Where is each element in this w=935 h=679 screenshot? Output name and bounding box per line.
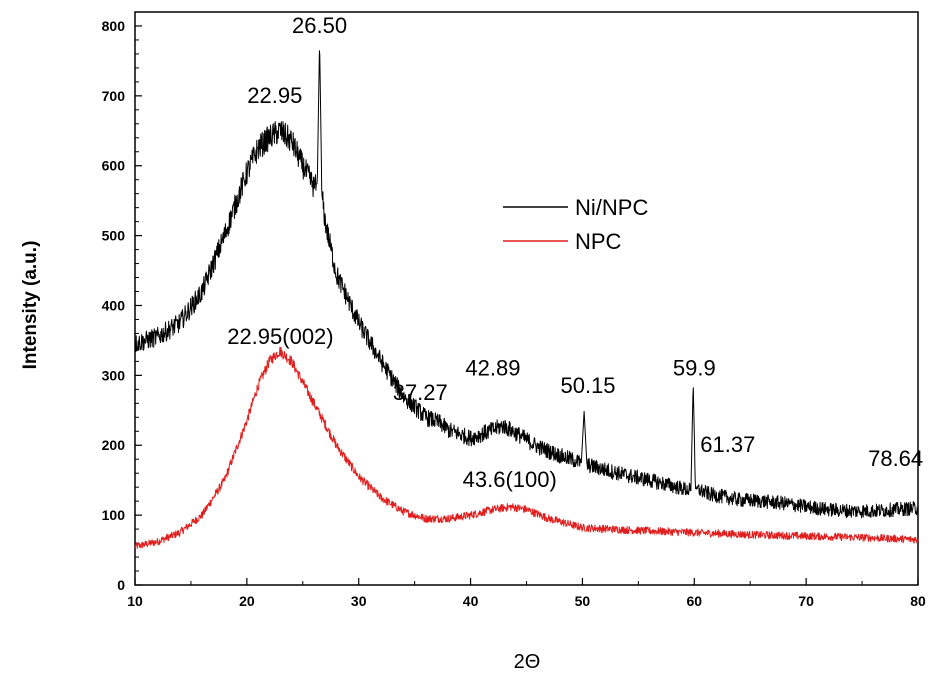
axis-ticks: 10 20 30 40 50 60 70 80010020030040050060070080…	[102, 11, 926, 609]
y-tick-label: 800	[102, 18, 126, 34]
x-tick-label: 30	[351, 593, 367, 609]
x-tick-label: 70	[798, 593, 814, 609]
annotation-label: 22.95(002)	[227, 324, 333, 349]
x-tick-label: 10	[127, 593, 143, 609]
legend-label: NPC	[575, 229, 622, 254]
y-tick-label: 0	[117, 577, 125, 593]
annotation-label: 78.64	[868, 446, 923, 471]
y-tick-label: 200	[102, 437, 126, 453]
y-tick-label: 400	[102, 297, 126, 313]
y-tick-label: 100	[102, 507, 126, 523]
y-tick-label: 700	[102, 88, 126, 104]
x-tick-label: 80	[910, 593, 926, 609]
annotation-label: 37.27	[393, 380, 448, 405]
x-tick-label: 40	[463, 593, 479, 609]
y-tick-label: 300	[102, 367, 126, 383]
x-tick-label: 20	[239, 593, 255, 609]
y-tick-label: 600	[102, 158, 126, 174]
annotation-label: 61.37	[700, 432, 755, 457]
x-tick-label: 60	[686, 593, 702, 609]
annotation-label: 42.89	[465, 355, 520, 380]
annotation-label: 50.15	[560, 373, 615, 398]
annotation-label: 59.9	[673, 355, 716, 380]
series-line-ni-npc	[134, 50, 919, 519]
annotation-label: 26.50	[292, 13, 347, 38]
x-axis-title: 2Θ	[514, 651, 541, 673]
legend: Ni/NPC NPC	[503, 195, 648, 254]
y-tick-label: 500	[102, 228, 126, 244]
annotations: 26.50 22.95 22.95(002) 42.89 37.27 50.15 59.9 6…	[227, 13, 923, 492]
annotation-label: 43.6(100)	[463, 467, 557, 492]
series-line-npc	[134, 346, 919, 549]
legend-label: Ni/NPC	[575, 195, 648, 220]
x-tick-label: 50	[575, 593, 591, 609]
series-layer	[134, 50, 919, 549]
annotation-label: 22.95	[247, 83, 302, 108]
y-axis-title: Intensity (a.u.)	[20, 241, 41, 370]
